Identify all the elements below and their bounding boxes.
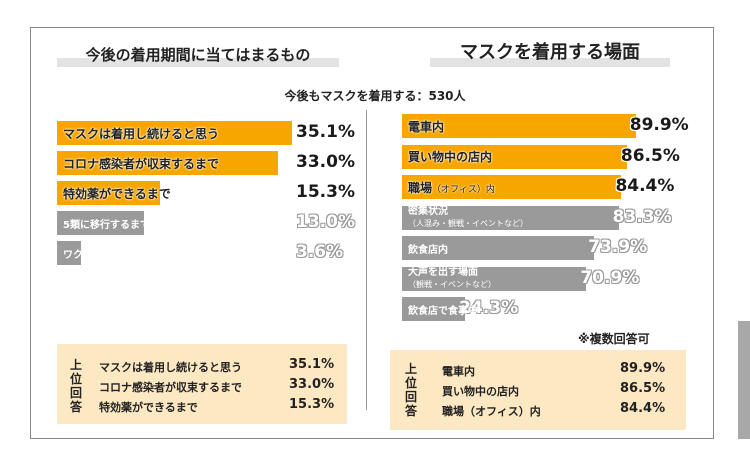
bar: 飲食店内 bbox=[402, 236, 595, 260]
bar-value-label: 73.9% bbox=[588, 237, 648, 257]
side-scroll-tab[interactable] bbox=[738, 321, 750, 439]
left-top-answers-heading: 上位回答 bbox=[69, 358, 82, 414]
bar: ワクチンを4回以上接種するまで bbox=[57, 241, 210, 265]
left-top-answer-label: コロナ感染者が収束するまで bbox=[99, 381, 242, 394]
right-top-answers-box: 上位回答 電車内 89.9% 買い物中の店内 86.5% 職場（オフィス）内 8… bbox=[390, 350, 686, 430]
bar-value-label: 24.3% bbox=[459, 298, 519, 318]
bar-value-label: 89.9% bbox=[629, 115, 689, 135]
right-top-answer-label: 電車内 bbox=[442, 365, 475, 378]
left-top-answer-label: マスクは着用し続けると思う bbox=[99, 361, 242, 374]
bar-value-label: 70.9% bbox=[580, 267, 640, 288]
bar: 5類に移行するまで bbox=[57, 211, 150, 235]
respondent-count: 今後もマスクを着用する：530人 bbox=[284, 89, 466, 103]
bar: コロナ感染者が収束するまで bbox=[57, 151, 279, 175]
bar: 特効薬ができるまで bbox=[57, 181, 171, 205]
right-top-answer-value: 84.4% bbox=[620, 401, 666, 416]
bar-value-label: 35.1% bbox=[296, 122, 355, 142]
bar-category-label: 買い物中の店内 bbox=[408, 150, 493, 164]
bar: 買い物中の店内 bbox=[402, 144, 627, 169]
bar-category-label: ワクチンを4回以上接種するまで bbox=[63, 249, 210, 261]
right-top-answer-label: 職場（オフィス）内 bbox=[442, 405, 541, 418]
right-top-answer-value: 89.9% bbox=[620, 361, 666, 376]
left-top-answer-value: 33.0% bbox=[289, 377, 335, 392]
bar-value-label: 13.0% bbox=[296, 212, 355, 232]
bar-category-sub: （人混み・観戦・イベントなど） bbox=[408, 218, 528, 228]
bar: 職場（オフィス）内 bbox=[402, 175, 622, 199]
bar-value-label: 15.3% bbox=[296, 182, 355, 202]
bar-category-sub: （観戦・イベントなど） bbox=[408, 279, 496, 289]
bar: 電車内 bbox=[402, 114, 636, 138]
bar-category-label: 密集状況 （人混み・観戦・イベントなど） bbox=[408, 206, 528, 230]
bar-category-label: コロナ感染者が収束するまで bbox=[63, 156, 220, 171]
bar-category-label: 飲食店内 bbox=[408, 244, 448, 256]
left-top-answer-label: 特効薬ができるまで bbox=[99, 401, 198, 414]
left-chart-title: 今後の着用期間に当てはまるもの bbox=[57, 44, 339, 67]
bar-category-main: 大声を出す場面 bbox=[408, 266, 478, 278]
bar: 密集状況 （人混み・観戦・イベントなど） bbox=[402, 205, 619, 230]
bar-category-label: 特効薬ができるまで bbox=[63, 186, 171, 201]
left-top-answer-value: 35.1% bbox=[289, 357, 335, 372]
right-chart-title: マスクを着用する場面 bbox=[430, 40, 670, 67]
bar-value-label: 83.3% bbox=[612, 206, 672, 227]
bar-category-main: 密集状況 bbox=[408, 205, 448, 217]
left-top-answer-value: 15.3% bbox=[289, 397, 335, 412]
bar-category-label: マスクは着用し続けると思う bbox=[63, 126, 220, 141]
bar-category-label: 大声を出す場面 （観戦・イベントなど） bbox=[408, 267, 496, 291]
bar-category-label: 電車内 bbox=[408, 119, 445, 134]
panel-divider bbox=[366, 110, 367, 410]
bar: 大声を出す場面 （観戦・イベントなど） bbox=[402, 266, 587, 291]
bar-value-label: 84.4% bbox=[615, 176, 675, 196]
bar-category-label: 職場（オフィス）内 bbox=[408, 179, 495, 196]
multiple-answer-note: ※複数回答可 bbox=[578, 332, 650, 346]
bar-category-label: 飲食店で食事中 bbox=[408, 305, 478, 317]
bar-category-main: 職場 bbox=[408, 180, 433, 195]
bar-value-label: 86.5% bbox=[620, 145, 680, 166]
bar: 飲食店で食事中 bbox=[402, 297, 478, 321]
right-top-answer-value: 86.5% bbox=[620, 381, 666, 396]
bar-category-sub: （オフィス）内 bbox=[432, 184, 495, 195]
bar-value-label: 33.0% bbox=[296, 152, 355, 172]
bar-value-label: 3.6% bbox=[296, 242, 344, 262]
bar: マスクは着用し続けると思う bbox=[57, 121, 293, 145]
right-top-answer-label: 買い物中の店内 bbox=[442, 385, 519, 398]
right-top-answers-heading: 上位回答 bbox=[404, 362, 417, 418]
bar-category-label: 5類に移行するまで bbox=[63, 219, 150, 231]
left-top-answers-box: 上位回答 マスクは着用し続けると思う 35.1% コロナ感染者が収束するまで 3… bbox=[57, 344, 347, 424]
